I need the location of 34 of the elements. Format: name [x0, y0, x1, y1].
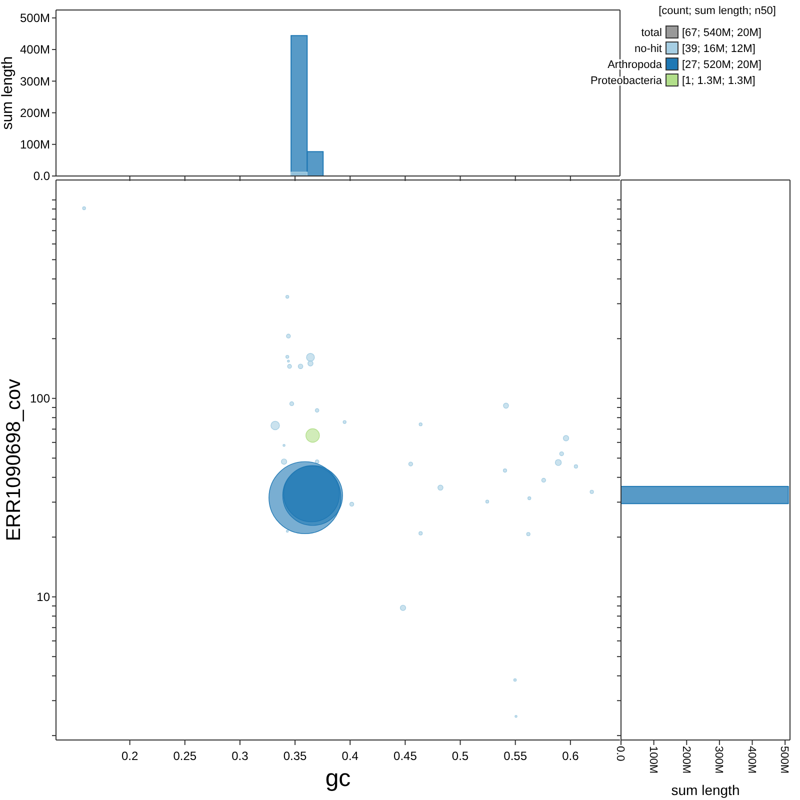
x-axis-title: sum length — [671, 782, 740, 798]
y-tick-label: 300M — [20, 74, 50, 88]
text: [1; 1.3M; 1.3M] — [682, 74, 756, 87]
x-tick-label: 0.4 — [342, 749, 359, 763]
legend-label: total — [641, 26, 662, 39]
x-tick-label: 400M — [745, 746, 758, 774]
y-tick-label: 400M — [20, 42, 50, 57]
y-axis-title: sum length — [0, 56, 16, 130]
y-tick-label: 10 — [36, 590, 50, 604]
x-tick-label: 0.35 — [283, 749, 308, 763]
x-tick-label: 0.0 — [614, 746, 626, 762]
y-tick-label: 0.0 — [33, 169, 50, 184]
x-tick-label: 300M — [712, 746, 725, 774]
x-tick-label: 0.2 — [121, 749, 138, 763]
x-tick-label: 0.6 — [562, 749, 580, 763]
x-tick-label: 200M — [680, 746, 692, 774]
text: [67; 540M; 20M] — [682, 26, 762, 39]
x-tick-label: 0.55 — [504, 749, 528, 763]
x-tick-label: 0.3 — [232, 749, 249, 763]
y-tick-label: 500M — [20, 11, 50, 26]
text: [27; 520M; 20M] — [682, 58, 762, 71]
legend-title: [count; sum length; n50] — [658, 5, 776, 17]
text: [39; 16M; 12M] — [682, 42, 756, 55]
x-axis-title: gc — [325, 765, 351, 792]
x-tick-label: 500M — [778, 746, 790, 774]
x-tick-label: 100M — [646, 746, 659, 774]
y-tick-label: 200M — [20, 106, 50, 120]
y-tick-label: 100M — [20, 138, 50, 152]
legend-label: no-hit — [634, 42, 662, 55]
y-axis-title: ERR1090698_cov — [3, 378, 25, 542]
x-tick-label: 0.5 — [452, 749, 469, 763]
y-tick-label: 100 — [30, 392, 50, 406]
x-tick-label: 0.45 — [394, 749, 418, 763]
x-tick-label: 0.25 — [173, 749, 197, 763]
